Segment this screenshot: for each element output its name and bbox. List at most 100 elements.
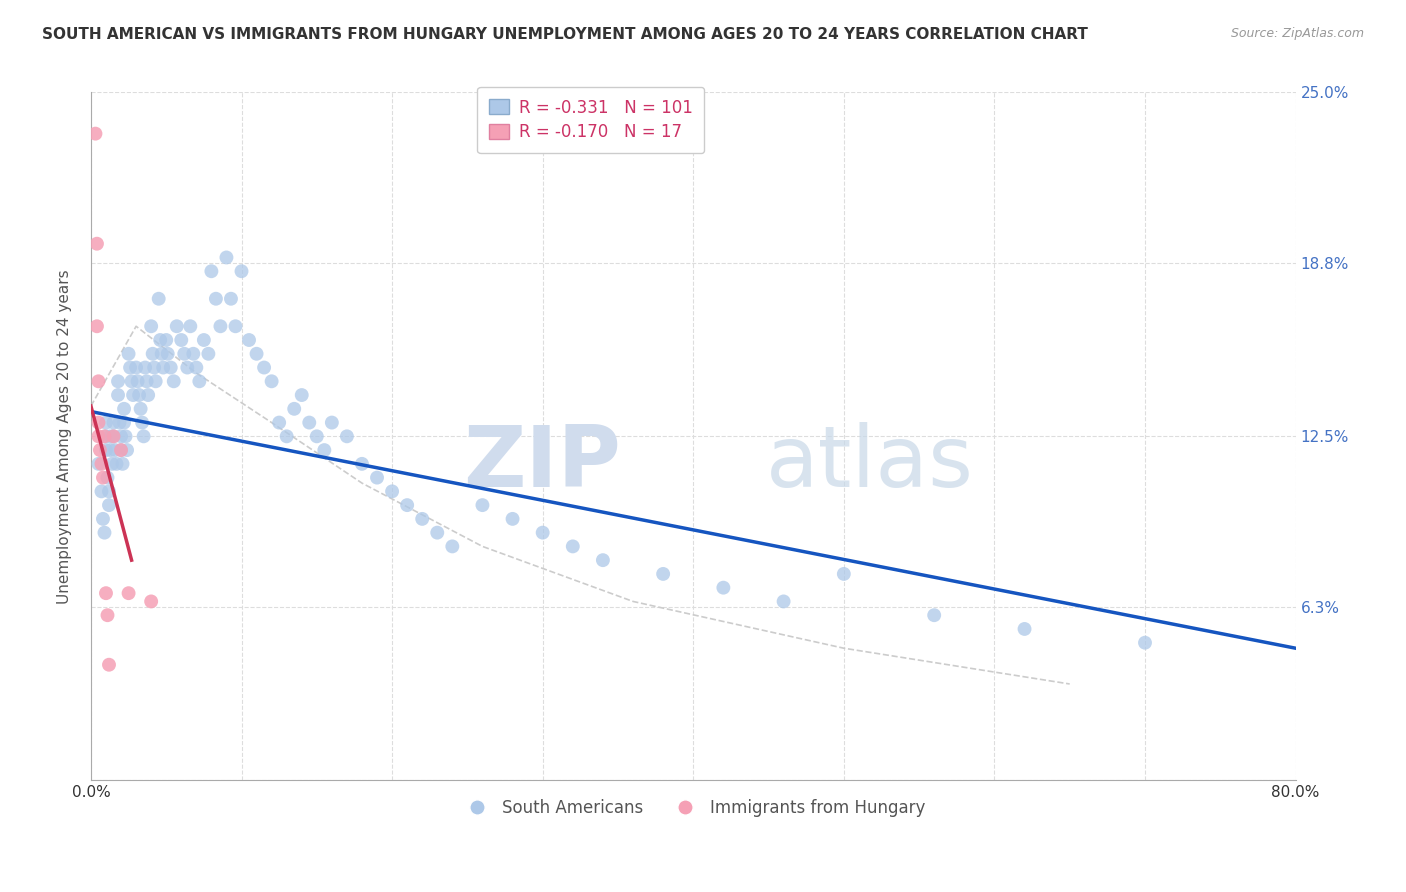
- Point: [231, 264, 253, 278]
- Point: [136, 388, 159, 402]
- Point: [87, 416, 110, 430]
- Point: [87, 457, 110, 471]
- Point: [94, 416, 117, 430]
- Point: [90, 484, 112, 499]
- Point: [772, 594, 794, 608]
- Point: [215, 251, 238, 265]
- Point: [120, 360, 142, 375]
- Point: [142, 347, 165, 361]
- Point: [101, 457, 124, 471]
- Point: [321, 416, 343, 430]
- Point: [129, 401, 152, 416]
- Point: [86, 319, 108, 334]
- Point: [141, 594, 163, 608]
- Point: [87, 429, 110, 443]
- Point: [922, 608, 945, 623]
- Point: [197, 347, 219, 361]
- Point: [711, 581, 734, 595]
- Point: [269, 416, 291, 430]
- Point: [110, 429, 132, 443]
- Point: [411, 512, 433, 526]
- Point: [125, 360, 148, 375]
- Point: [93, 525, 115, 540]
- Point: [179, 319, 201, 334]
- Point: [366, 470, 388, 484]
- Point: [150, 347, 173, 361]
- Point: [114, 429, 136, 443]
- Point: [104, 443, 127, 458]
- Point: [110, 443, 132, 458]
- Point: [219, 292, 242, 306]
- Point: [188, 374, 211, 388]
- Point: [122, 388, 145, 402]
- Point: [350, 457, 373, 471]
- Point: [87, 374, 110, 388]
- Point: [143, 360, 166, 375]
- Point: [159, 360, 181, 375]
- Point: [276, 429, 298, 443]
- Point: [314, 443, 336, 458]
- Point: [98, 484, 121, 499]
- Point: [94, 429, 117, 443]
- Point: [117, 347, 139, 361]
- Point: [103, 429, 125, 443]
- Point: [155, 333, 177, 347]
- Point: [96, 470, 118, 484]
- Point: [107, 374, 129, 388]
- Point: [193, 333, 215, 347]
- Point: [112, 416, 135, 430]
- Point: [132, 429, 155, 443]
- Point: [396, 498, 419, 512]
- Point: [141, 319, 163, 334]
- Point: [84, 127, 107, 141]
- Point: [166, 319, 188, 334]
- Point: [149, 333, 172, 347]
- Point: [93, 429, 115, 443]
- Point: [100, 443, 122, 458]
- Point: [112, 401, 135, 416]
- Point: [170, 333, 193, 347]
- Point: [298, 416, 321, 430]
- Legend: South Americans, Immigrants from Hungary: South Americans, Immigrants from Hungary: [454, 792, 932, 823]
- Point: [238, 333, 260, 347]
- Point: [173, 347, 195, 361]
- Point: [152, 360, 174, 375]
- Point: [115, 443, 138, 458]
- Point: [260, 374, 283, 388]
- Point: [561, 540, 583, 554]
- Point: [108, 416, 131, 430]
- Point: [148, 292, 170, 306]
- Point: [163, 374, 186, 388]
- Point: [98, 657, 121, 672]
- Point: [86, 236, 108, 251]
- Point: [183, 347, 205, 361]
- Point: [200, 264, 222, 278]
- Point: [89, 443, 111, 458]
- Point: [245, 347, 267, 361]
- Text: atlas: atlas: [765, 422, 973, 506]
- Point: [176, 360, 198, 375]
- Point: [381, 484, 404, 499]
- Y-axis label: Unemployment Among Ages 20 to 24 years: Unemployment Among Ages 20 to 24 years: [58, 269, 72, 604]
- Point: [592, 553, 614, 567]
- Point: [128, 388, 150, 402]
- Point: [135, 374, 157, 388]
- Text: ZIP: ZIP: [463, 422, 621, 506]
- Point: [441, 540, 464, 554]
- Point: [94, 443, 117, 458]
- Point: [1014, 622, 1036, 636]
- Point: [134, 360, 156, 375]
- Point: [205, 292, 228, 306]
- Point: [96, 608, 118, 623]
- Point: [426, 525, 449, 540]
- Point: [1133, 636, 1156, 650]
- Point: [91, 470, 114, 484]
- Point: [121, 374, 143, 388]
- Point: [94, 586, 117, 600]
- Point: [117, 586, 139, 600]
- Point: [105, 457, 128, 471]
- Point: [209, 319, 232, 334]
- Point: [291, 388, 314, 402]
- Point: [305, 429, 328, 443]
- Point: [90, 457, 112, 471]
